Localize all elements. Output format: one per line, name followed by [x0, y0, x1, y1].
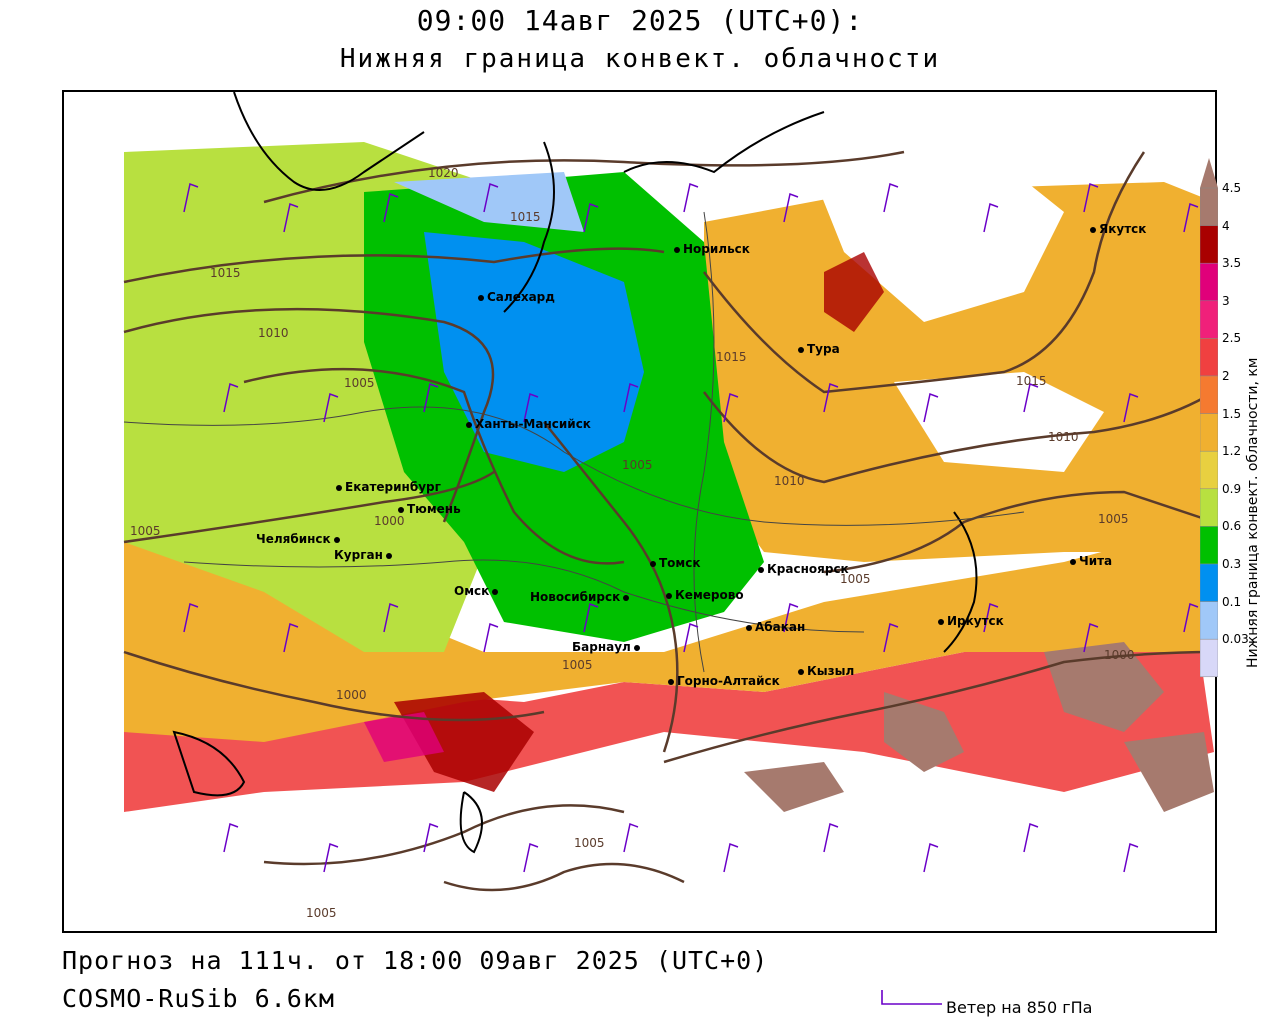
- isobar-label: 1005: [622, 458, 653, 472]
- field-brown-4: [1124, 732, 1214, 812]
- legend-swatch: [1200, 601, 1218, 640]
- legend-swatch: [1200, 262, 1218, 302]
- isobar-label: 1015: [510, 210, 541, 224]
- legend-level-label: 2: [1222, 369, 1230, 383]
- city-tomsk: Томск: [650, 556, 701, 570]
- legend-swatch: [1200, 450, 1218, 490]
- city-khanty-mansiysk: Ханты-Мансийск: [466, 417, 591, 431]
- legend-level-label: 0.3: [1222, 557, 1242, 571]
- isobar-label: 1020: [428, 166, 459, 180]
- city-chita: Чита: [1070, 554, 1112, 568]
- isobar-label: 1005: [574, 836, 605, 850]
- legend-swatch: [1200, 338, 1218, 377]
- field-white-east: [894, 372, 1104, 472]
- region-borders: [123, 211, 1025, 673]
- city-gorno-altaysk: Горно-Алтайск: [668, 674, 780, 688]
- wind-barb-icon: [881, 990, 942, 1005]
- city-krasnoyarsk: Красноярск: [758, 562, 849, 576]
- isobar-label: 1005: [1098, 512, 1129, 526]
- legend-level-label: 2.5: [1222, 331, 1242, 346]
- legend-swatch: [1200, 375, 1218, 414]
- legend-swatch: [1200, 638, 1218, 678]
- city-irkutsk: Иркутск: [938, 614, 1004, 628]
- isobars: [123, 150, 1215, 892]
- city-tyumen: Тюмень: [398, 502, 461, 516]
- legend-level-label: 3: [1222, 293, 1230, 308]
- legend-level-label: 3.5: [1222, 256, 1242, 271]
- legend-swatch: [1200, 526, 1218, 565]
- legend-swatch: [1200, 488, 1218, 527]
- field-brown-2: [1044, 642, 1164, 732]
- isobar-label: 1000: [1104, 648, 1135, 662]
- field-brown-1: [884, 692, 964, 772]
- map-panel: Норильск Якутск Салехард Тура Ханты-Манс…: [62, 90, 1217, 933]
- isobar-label: 1010: [1048, 430, 1079, 444]
- map-canvas: [123, 92, 1215, 931]
- legend-level-label: 1.2: [1222, 444, 1242, 459]
- model-name: COSMO-RuSib 6.6км: [62, 984, 335, 1013]
- field-crimson-tura: [824, 252, 884, 332]
- wind-barbs: [183, 182, 1199, 873]
- isobar-label: 1010: [774, 474, 805, 488]
- legend-swatch: [1200, 225, 1218, 264]
- legend-level-label: 0.6: [1222, 519, 1242, 534]
- legend-level-label: 4: [1222, 218, 1230, 233]
- field-white-north: [804, 132, 1064, 322]
- legend-swatch: [1200, 300, 1218, 339]
- city-kyzyl: Кызыл: [798, 664, 854, 678]
- field-brown-3: [744, 762, 844, 812]
- legend-level-label: 4.5: [1222, 181, 1242, 195]
- city-kurgan: Курган: [334, 548, 395, 562]
- city-yakutsk: Якутск: [1090, 222, 1146, 236]
- city-chelyabinsk: Челябинск: [256, 532, 343, 546]
- city-salekhard: Салехард: [478, 290, 555, 304]
- forecast-info: Прогноз на 111ч. от 18:00 09авг 2025 (UT…: [62, 946, 769, 975]
- city-norilsk: Норильск: [674, 242, 750, 256]
- coastlines: [172, 92, 978, 854]
- isobar-label: 1010: [258, 326, 289, 340]
- legend-level-label: 1.5: [1222, 406, 1242, 421]
- field-white-south: [124, 782, 1214, 931]
- legend-swatch: [1200, 187, 1218, 226]
- field-pink: [364, 712, 444, 762]
- isobar-label: 1005: [344, 376, 375, 390]
- isobar-label: 1000: [374, 514, 405, 528]
- isobar-label: 1005: [130, 524, 161, 538]
- legend-top-triangle: [1200, 158, 1218, 188]
- title-line2: Нижняя граница конвект. облачности: [339, 44, 941, 74]
- legend-level-label: 0.1: [1222, 594, 1242, 609]
- title-line1: 09:00 14авг 2025 (UTC+0):: [416, 4, 864, 37]
- field-blue: [424, 232, 644, 472]
- city-omsk: Омск: [454, 584, 501, 598]
- isobar-label: 1015: [716, 350, 747, 364]
- wind-legend-label: Ветер на 850 гПа: [946, 998, 1093, 1017]
- field-orange: [124, 492, 1214, 742]
- city-yekaterinburg: Екатеринбург: [336, 480, 441, 494]
- city-novosibirsk: Новосибирск: [530, 590, 632, 604]
- legend-level-label: 0.9: [1222, 481, 1242, 496]
- legend-swatch: [1200, 413, 1218, 452]
- city-kemerovo: Кемерово: [666, 588, 744, 602]
- legend-colorbar: [1200, 158, 1218, 678]
- city-tura: Тура: [798, 342, 840, 356]
- legend-level-label: 0.03: [1222, 632, 1249, 647]
- field-light-blue: [394, 172, 584, 232]
- isobar-label: 1005: [306, 906, 337, 920]
- isobar-label: 1015: [1016, 374, 1047, 388]
- city-abakan: Абакан: [746, 620, 805, 634]
- legend-swatch: [1200, 563, 1218, 602]
- isobar-label: 1005: [562, 658, 593, 672]
- wind-legend: Ветер на 850 гПа: [880, 988, 1120, 1018]
- legend-title: Нижняя граница конвект. облачности, км: [1245, 357, 1261, 668]
- isobar-label: 1005: [840, 572, 871, 586]
- city-barnaul: Барнаул: [572, 640, 643, 654]
- field-crimson: [394, 692, 534, 792]
- isobar-label: 1000: [336, 688, 367, 702]
- isobar-label: 1015: [210, 266, 241, 280]
